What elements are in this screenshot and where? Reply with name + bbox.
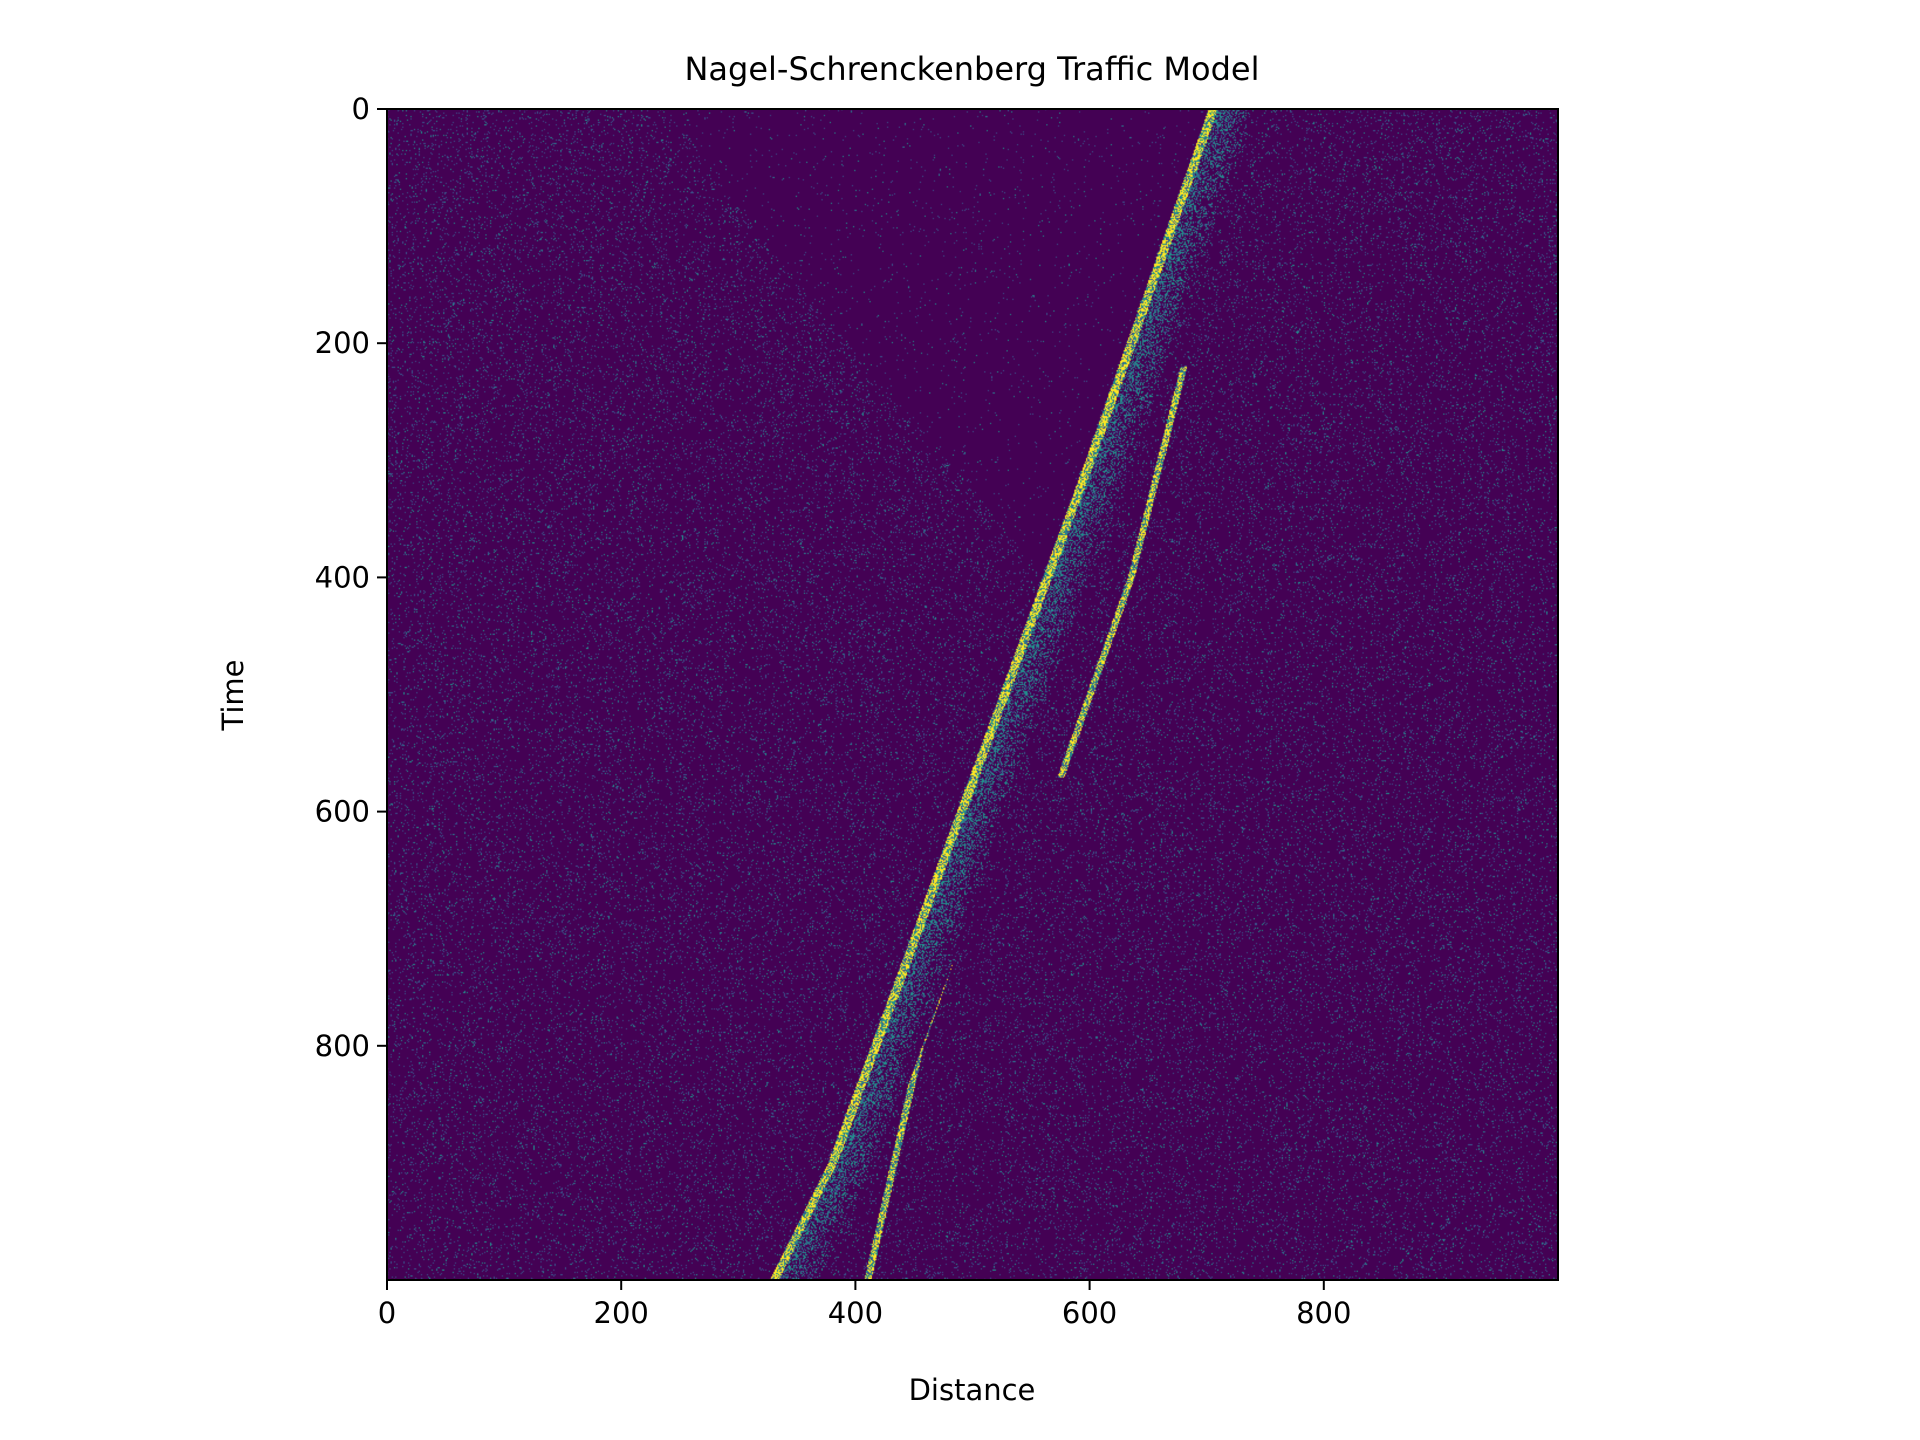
x-axis-label: Distance <box>909 1373 1036 1407</box>
y-tick-label: 800 <box>315 1029 370 1063</box>
y-axis-label: Time <box>216 660 250 732</box>
x-tick-label: 0 <box>378 1296 396 1330</box>
y-tick-label: 400 <box>315 560 370 594</box>
y-tick-label: 200 <box>315 326 370 360</box>
x-tick-label: 200 <box>594 1296 649 1330</box>
x-tick-label: 400 <box>828 1296 883 1330</box>
heatmap-image <box>387 109 1558 1280</box>
x-tick-label: 800 <box>1296 1296 1351 1330</box>
chart-title: Nagel-Schrenckenberg Traffic Model <box>684 50 1259 88</box>
y-tick-label: 600 <box>315 795 370 829</box>
x-axis: 0 200 400 600 800 <box>378 1280 1351 1330</box>
y-axis: 0 200 400 600 800 <box>315 92 387 1063</box>
x-tick-label: 600 <box>1062 1296 1117 1330</box>
axes-frame <box>386 108 1559 1281</box>
y-tick-label: 0 <box>352 92 370 126</box>
